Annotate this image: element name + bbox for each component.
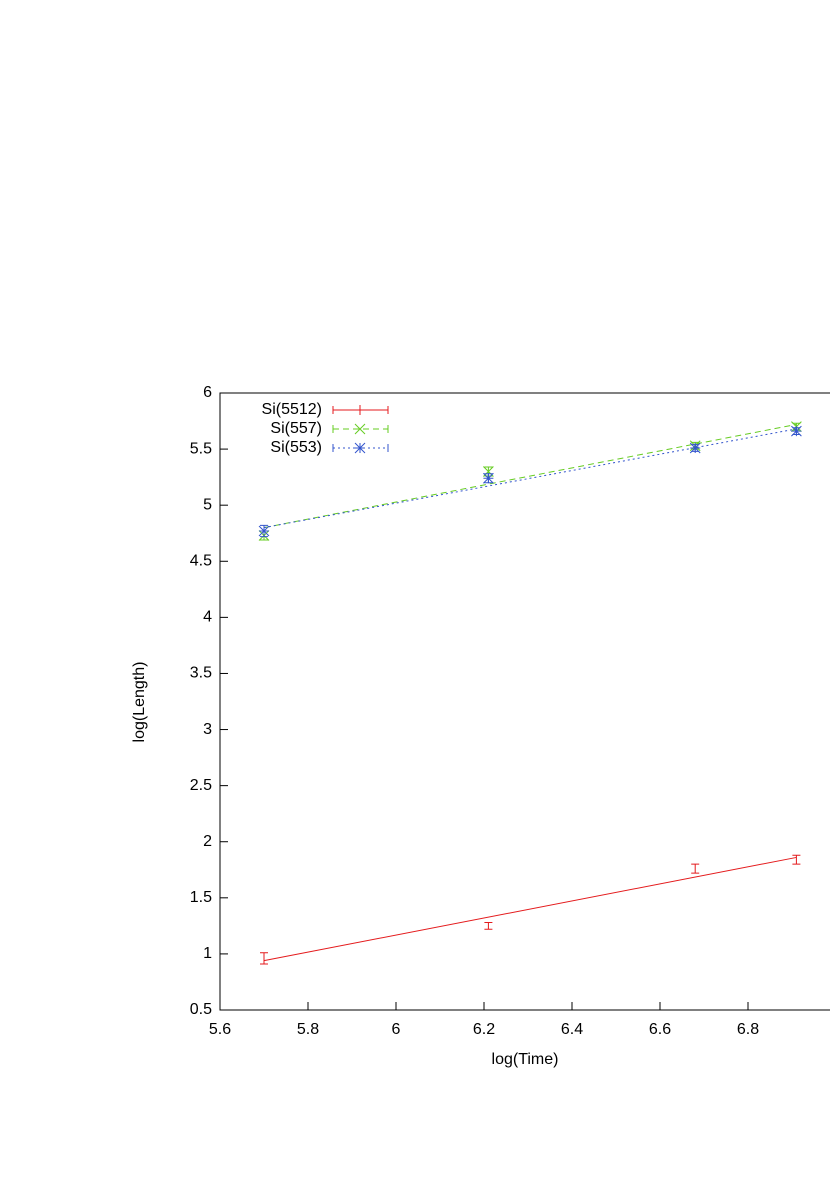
y-tick-label: 1: [203, 945, 212, 962]
y-tick-label: 0.5: [190, 1001, 212, 1018]
error-bar: [691, 863, 700, 874]
x-tick-label: 6.4: [561, 1021, 583, 1038]
x-axis-label: log(Time): [492, 1051, 559, 1068]
y-tick-label: 5: [203, 496, 212, 513]
plot-frame: [219, 392, 830, 1011]
fit-line: [263, 428, 797, 529]
x-tick-label: 6.6: [649, 1021, 671, 1038]
legend-label: Si(5512): [262, 401, 322, 418]
x-tick-label: 6.8: [737, 1021, 759, 1038]
y-axis-label: log(Length): [131, 662, 148, 743]
legend-label: Si(553): [270, 439, 322, 456]
legend-caps: [332, 406, 389, 414]
fit-line: [263, 856, 797, 962]
error-bar: [484, 921, 493, 930]
legend-caps: [332, 444, 389, 452]
y-tick-label: 5.5: [190, 440, 212, 457]
marker: [483, 472, 494, 484]
fit-line: [263, 423, 797, 529]
y-tick-label: 2: [203, 833, 212, 850]
error-bar: [792, 854, 801, 865]
error-bar: [260, 952, 268, 965]
marker: [355, 405, 365, 415]
x-tick-label: 5.8: [297, 1021, 319, 1038]
marker: [354, 423, 366, 435]
y-tick-label: 4.5: [190, 552, 212, 569]
marker: [791, 425, 802, 437]
marker: [354, 442, 366, 454]
legend-label: Si(557): [270, 420, 322, 437]
legend-caps: [332, 425, 389, 433]
y-tick-label: 2.5: [190, 777, 212, 794]
x-tick-label: 6: [392, 1021, 401, 1038]
y-tick-label: 6: [203, 384, 212, 401]
marker: [258, 525, 270, 537]
marker: [689, 442, 701, 454]
y-tick-label: 1.5: [190, 889, 212, 906]
y-tick-label: 4: [203, 609, 212, 626]
y-tick-label: 3: [203, 721, 212, 738]
x-tick-label: 5.6: [209, 1021, 231, 1038]
y-tick-label: 3.5: [190, 665, 212, 682]
x-tick-label: 6.2: [473, 1021, 495, 1038]
